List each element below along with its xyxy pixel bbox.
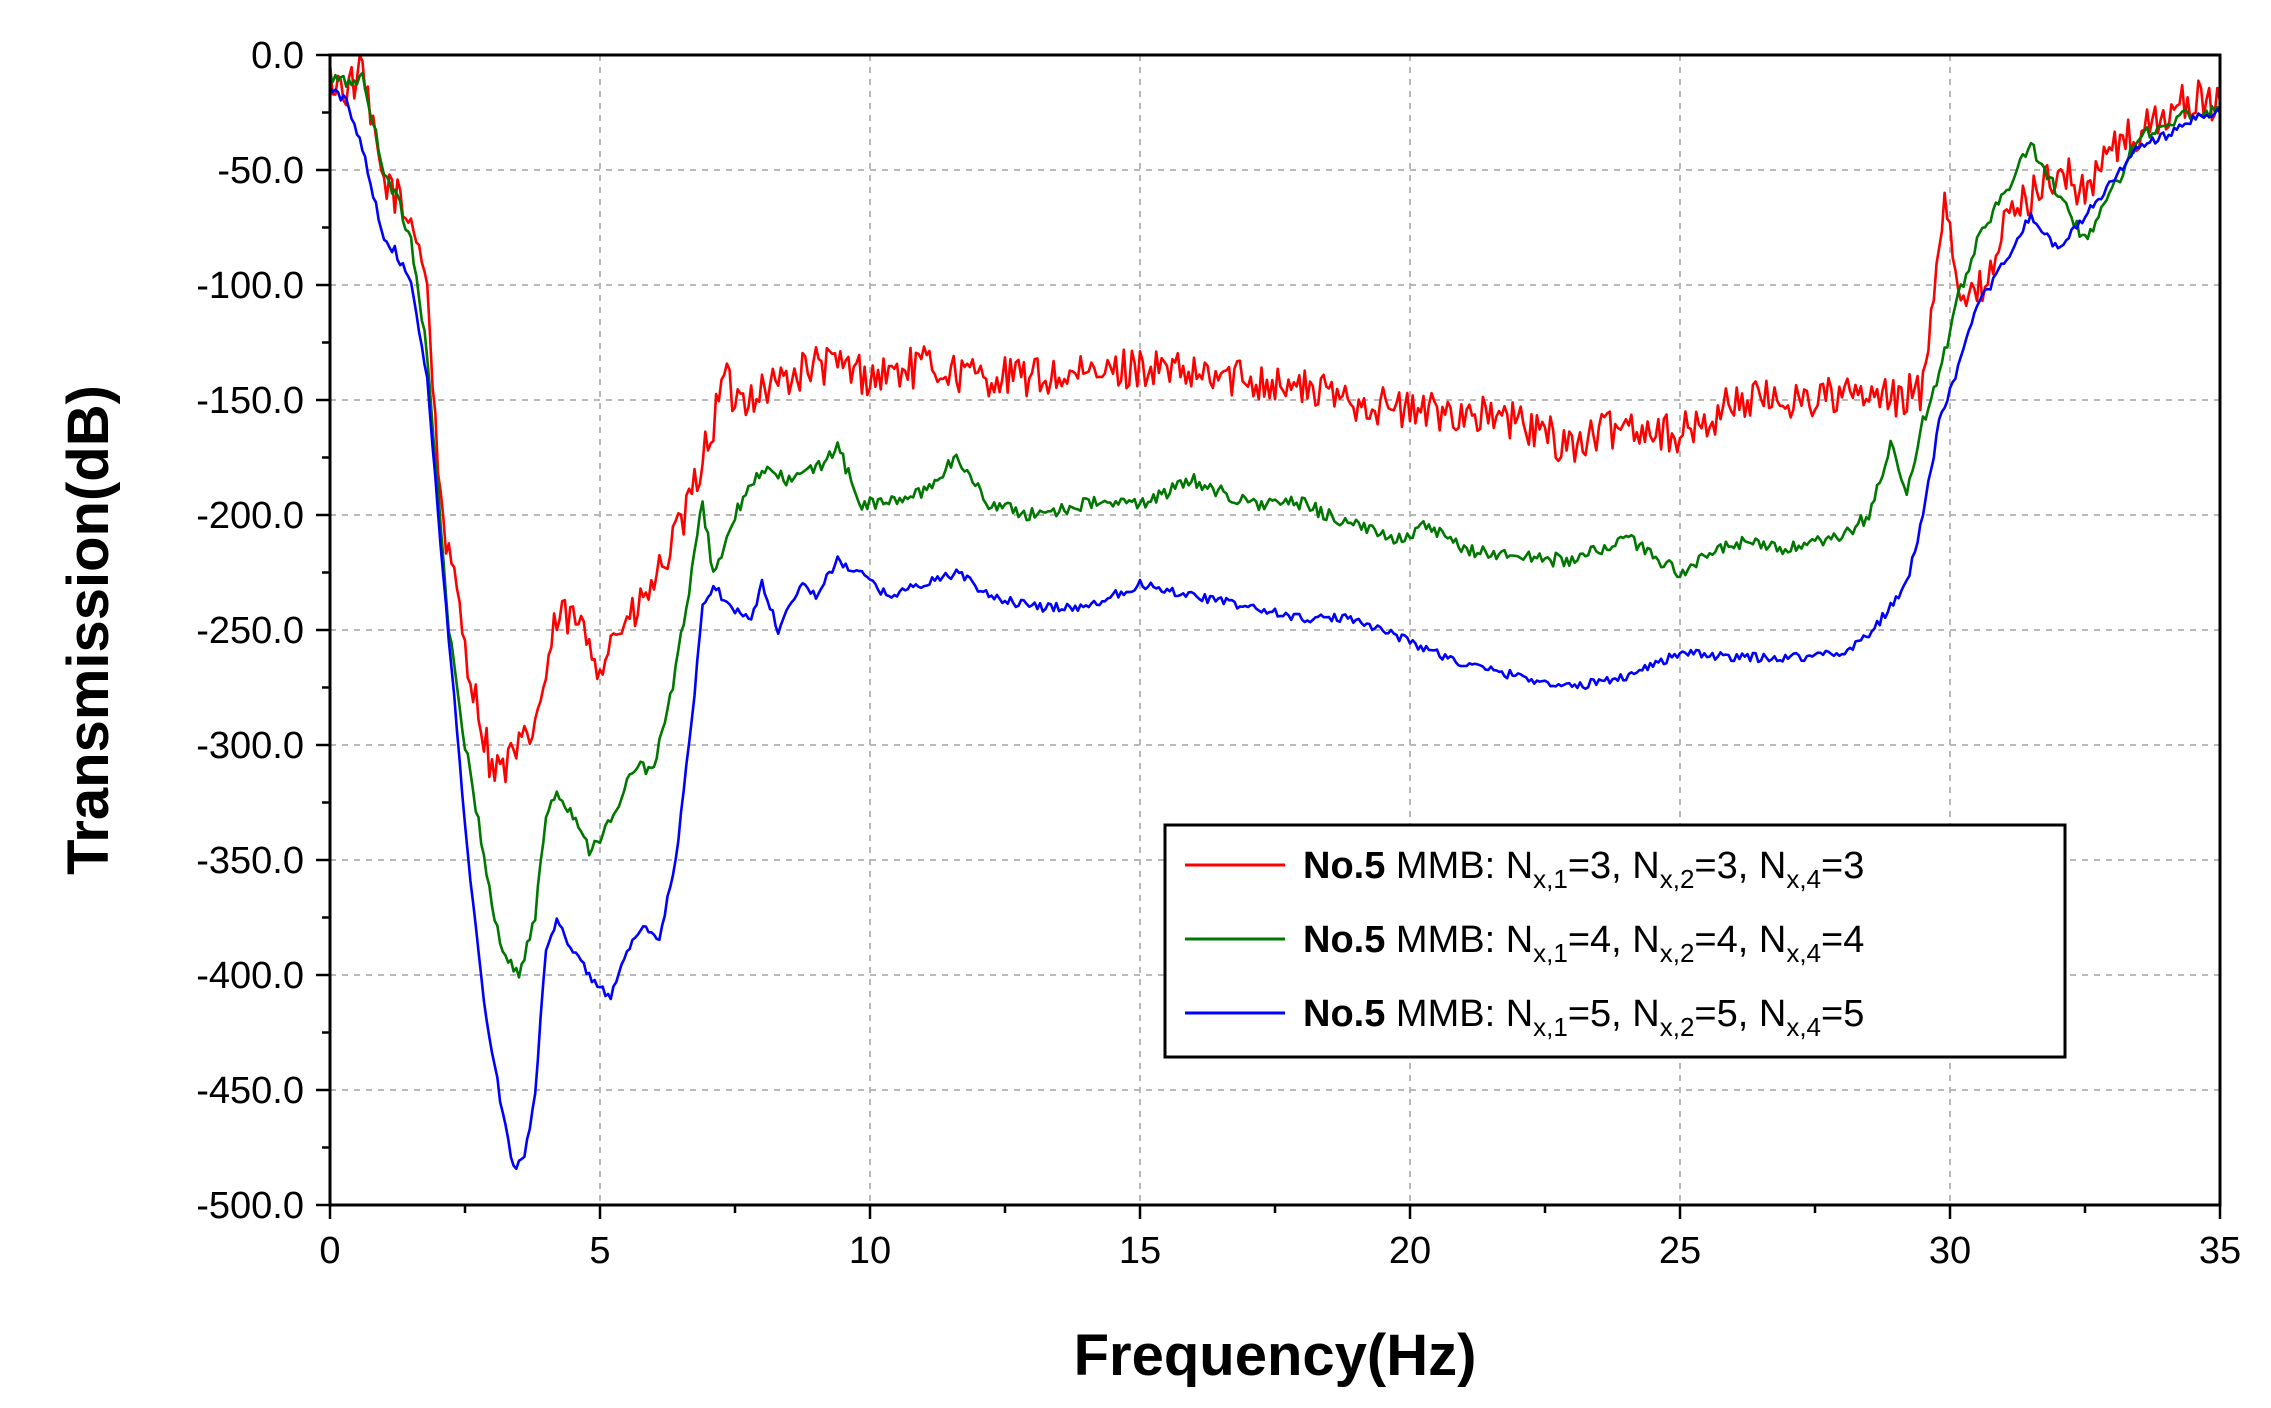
y-tick-label: -100.0 [196,265,304,307]
y-tick-label: -300.0 [196,725,304,767]
series-line-2 [328,71,2222,979]
tick-labels: 0 5 10 15 20 25 30 35 0.0 -50.0 -100.0 -150.0 -200.0… [196,35,2241,1272]
y-axis-title: Transmission(dB) [56,385,121,875]
x-tick-label: 10 [849,1230,891,1272]
y-tick-label: -400.0 [196,955,304,997]
x-tick-label: 30 [1929,1230,1971,1272]
series-line-3 [328,86,2221,1171]
x-tick-label: 35 [2199,1230,2241,1272]
y-tick-label: -200.0 [196,495,304,537]
x-tick-label: 25 [1659,1230,1701,1272]
series-line-1 [328,54,2222,784]
y-tick-label: -50.0 [217,150,304,192]
x-tick-label: 0 [319,1230,340,1272]
legend-entry-3: No.5 MMB: Nx,1=5, Nx,2=5, Nx,4=5 [1303,993,1864,1042]
x-axis-title: Frequency(Hz) [1074,1323,1477,1388]
legend-box [1163,823,2067,1059]
y-tick-label: -250.0 [196,610,304,652]
y-tick-label: -350.0 [196,840,304,882]
x-tick-label: 20 [1389,1230,1431,1272]
legend-entry-1: No.5 MMB: Nx,1=3, Nx,2=3, Nx,4=3 [1303,845,1864,894]
y-tick-label: 0.0 [251,35,304,77]
y-tick-label: -150.0 [196,380,304,422]
legend-entry-2: No.5 MMB: Nx,1=4, Nx,2=4, Nx,4=4 [1303,919,1864,968]
x-tick-label: 5 [589,1230,610,1272]
legend: No.5 MMB: Nx,1=3, Nx,2=3, Nx,4=3 No.5 MMB… [1163,823,2067,1059]
y-tick-label: -450.0 [196,1070,304,1112]
series-lines [328,54,2222,1171]
y-tick-label: -500.0 [196,1185,304,1227]
x-tick-label: 15 [1119,1230,1161,1272]
axis-ticks [316,53,2222,1219]
